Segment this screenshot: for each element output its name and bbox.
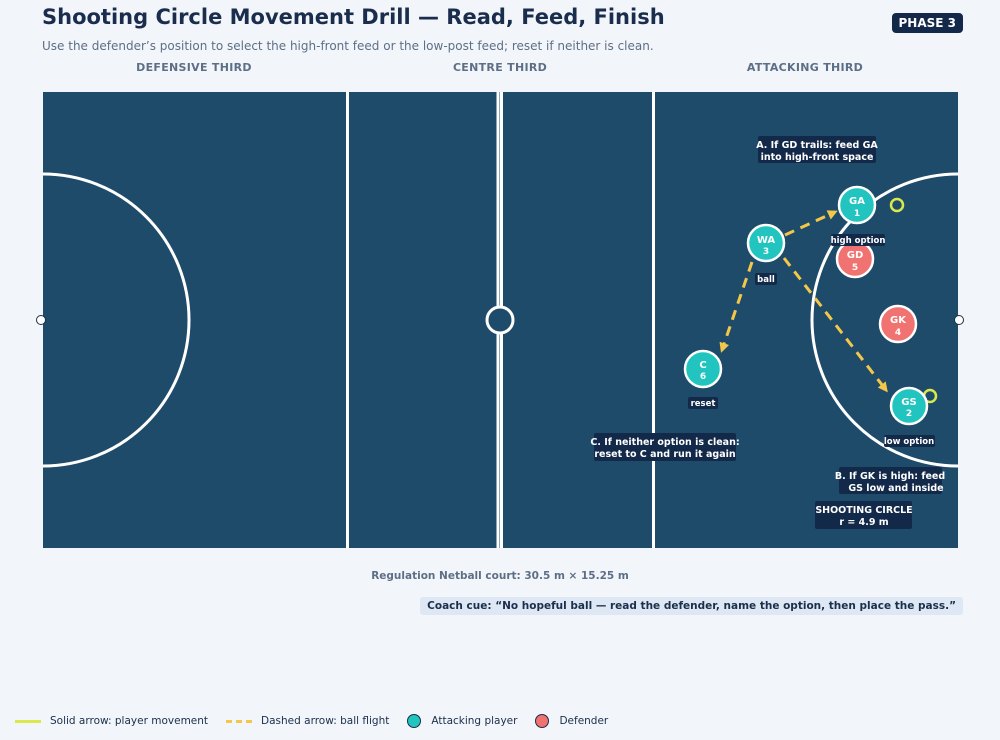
centre-third-label: CENTRE THIRD xyxy=(452,61,548,74)
player-ga-id: GA xyxy=(849,196,865,207)
page-title: Shooting Circle Movement Drill — Read, F… xyxy=(42,5,665,29)
page-subtitle: Use the defender’s position to select th… xyxy=(42,39,654,53)
phase-badge: PHASE 3 xyxy=(891,13,963,33)
goal-post-right xyxy=(954,315,964,325)
defender-dot-icon xyxy=(535,714,550,728)
callout-b-line1: B. If GK is high: feed xyxy=(835,471,945,482)
player-ga-number: 1 xyxy=(854,209,860,219)
wa-tag: ball xyxy=(757,275,775,285)
player-gd: GD 5 xyxy=(835,239,875,279)
defensive-third-label: DEFENSIVE THIRD xyxy=(136,61,252,74)
court-caption: Regulation Netball court: 30.5 m × 15.25… xyxy=(371,570,629,582)
player-gd-number: 5 xyxy=(852,263,858,273)
legend-dashed-label: Dashed arrow: ball flight xyxy=(261,715,390,727)
defensive-shooting-circle xyxy=(43,172,191,468)
callout-b-line2: GS low and inside xyxy=(848,483,943,494)
player-gd-id: GD xyxy=(847,250,864,261)
gs-tag: low option xyxy=(884,437,934,447)
circle-label-line2: r = 4.9 m xyxy=(839,517,888,528)
centre-circle xyxy=(485,305,515,335)
legend-defender-label: Defender xyxy=(559,715,609,727)
legend-solid: Solid arrow: player movement xyxy=(15,715,208,727)
attacking-third-label: ATTACKING THIRD xyxy=(746,61,864,74)
ball-flight-wa-to-c xyxy=(719,261,754,353)
ga-movement-target xyxy=(889,197,905,213)
callout-a-line2: into high-front space xyxy=(761,152,874,163)
legend-solid-label: Solid arrow: player movement xyxy=(50,715,209,727)
circle-label-line1: SHOOTING CIRCLE xyxy=(815,505,912,516)
ball-flight-wa-to-ga xyxy=(784,210,838,237)
solid-line-icon xyxy=(15,719,41,723)
player-wa: WA 3 xyxy=(746,223,786,263)
c-tag: reset xyxy=(691,399,716,409)
dashed-line-icon xyxy=(226,719,253,723)
callout-a-line1: A. If GD trails: feed GA xyxy=(756,140,878,151)
coach-cue: Coach cue: “No hopeful ball — read the d… xyxy=(420,597,963,615)
player-gs: GS 2 xyxy=(889,386,929,426)
player-c-number: 6 xyxy=(700,372,706,382)
goal-post-left xyxy=(36,315,46,325)
player-gk: GK 4 xyxy=(878,304,918,344)
legend: Solid arrow: player movement Dashed arro… xyxy=(15,714,626,728)
legend-defender: Defender xyxy=(535,714,608,728)
attacking-shooting-circle xyxy=(810,172,958,468)
ball-flight-wa-to-gs xyxy=(782,257,888,393)
player-gs-number: 2 xyxy=(906,409,912,419)
callout-c-line2: reset to C and run it again xyxy=(594,449,736,460)
attacker-dot-icon xyxy=(407,714,422,728)
legend-attacker-label: Attacking player xyxy=(431,715,518,727)
player-gs-id: GS xyxy=(901,397,916,408)
player-ga: GA 1 xyxy=(837,185,877,225)
player-gk-number: 4 xyxy=(895,328,901,338)
player-wa-id: WA xyxy=(757,235,776,246)
callout-c-line1: C. If neither option is clean: xyxy=(590,437,739,448)
player-c: C 6 xyxy=(683,349,723,389)
player-gk-id: GK xyxy=(890,315,907,326)
ga-tag: high option xyxy=(831,236,886,246)
player-wa-number: 3 xyxy=(763,247,769,257)
legend-attacker: Attacking player xyxy=(407,714,517,728)
player-c-id: C xyxy=(699,360,706,371)
legend-dashed: Dashed arrow: ball flight xyxy=(226,715,389,727)
